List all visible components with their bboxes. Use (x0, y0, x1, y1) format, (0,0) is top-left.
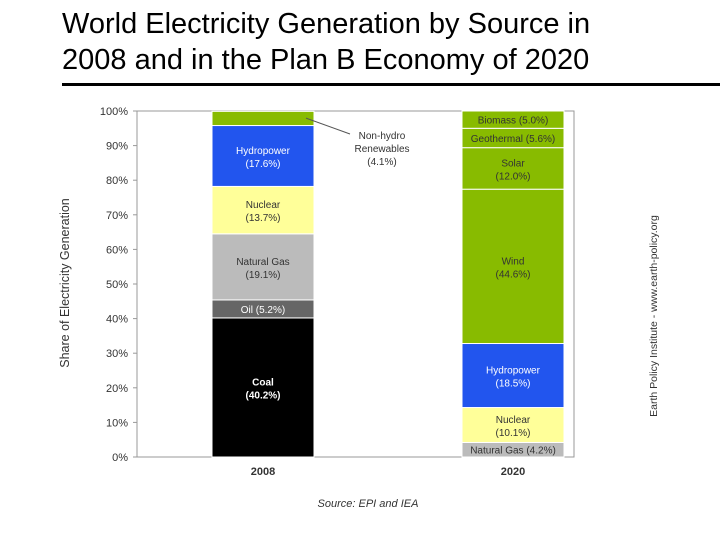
annotations: Non-hydro Renewables (4.1%) (305, 117, 410, 168)
segment-value-label: (44.6%) (495, 269, 530, 280)
segment-value-label: (13.7%) (245, 213, 280, 224)
bar-segment-2008-natural-gas (211, 233, 315, 301)
y-tick-label: 70% (106, 210, 128, 222)
bar-segment-2020-wind (461, 188, 565, 345)
y-tick-label: 30% (106, 348, 128, 360)
side-credit: Earth Policy Institute - www.earth-polic… (648, 215, 660, 417)
segment-value-label: (18.5%) (495, 379, 530, 390)
slide-title: World Electricity Generation by Source i… (62, 6, 702, 78)
callout-value-label: (4.1%) (367, 157, 396, 168)
segment-label: Oil (5.2%) (241, 305, 285, 316)
segment-label: Hydropower (486, 366, 541, 377)
segment-label: Nuclear (246, 200, 281, 211)
y-tick-label: 50% (106, 279, 128, 291)
segment-value-label: (10.1%) (495, 428, 530, 439)
bars: Coal (40.2%) Oil (5.2%) Natural Gas (19.1%) N… (211, 110, 565, 478)
callout-label: Renewables (354, 144, 409, 155)
segment-label: Natural Gas (4.2%) (470, 446, 556, 457)
segment-label: Biomass (5.0%) (478, 116, 549, 127)
y-tick-label: 20% (106, 383, 128, 395)
segment-value-label: (19.1%) (245, 270, 280, 281)
segment-value-label: (40.2%) (245, 390, 280, 401)
title-underline (62, 83, 720, 86)
segment-label: Wind (502, 256, 525, 267)
y-tick-label: 90% (106, 141, 128, 153)
y-tick-label: 80% (106, 175, 128, 187)
bar-segment-2020-hydropower (461, 343, 565, 409)
y-tick-label: 10% (106, 417, 128, 429)
segment-label: Solar (501, 158, 525, 169)
x-category-label: 2008 (251, 466, 275, 478)
y-axis-ticks: 0% 10% 20% 30% 40% 50% 60% 70% 80% 90% 100% (100, 106, 137, 464)
segment-value-label: (17.6%) (245, 159, 280, 170)
y-tick-label: 60% (106, 244, 128, 256)
callout-label: Non-hydro (359, 131, 406, 142)
source-note: Source: EPI and IEA (318, 498, 419, 510)
segment-value-label: (12.0%) (495, 171, 530, 182)
bar-segment-2020-solar (461, 147, 565, 190)
callout-leader-line (305, 117, 351, 135)
segment-label: Hydropower (236, 146, 291, 157)
bar-segment-2020-nuclear (461, 407, 565, 443)
segment-label: Nuclear (496, 415, 531, 426)
segment-label: Natural Gas (236, 257, 289, 268)
bar-segment-2008-non-hydro-renewables (211, 110, 315, 127)
slide-title-line-2: 2008 and in the Plan B Economy of 2020 (62, 44, 590, 76)
y-tick-label: 40% (106, 314, 128, 326)
bar-segment-2008-hydropower (211, 125, 315, 187)
y-axis-label: Share of Electricity Generation (58, 198, 72, 368)
slide-title-line-1: World Electricity Generation by Source i… (62, 8, 591, 40)
segment-label: Geothermal (5.6%) (471, 134, 555, 145)
x-category-label: 2020 (501, 466, 525, 478)
bar-segment-2020-biomass (461, 110, 565, 129)
y-tick-label: 100% (100, 106, 128, 118)
bar-segment-2008-coal (211, 317, 315, 458)
segment-label: Coal (252, 377, 274, 388)
y-tick-label: 0% (112, 452, 128, 464)
